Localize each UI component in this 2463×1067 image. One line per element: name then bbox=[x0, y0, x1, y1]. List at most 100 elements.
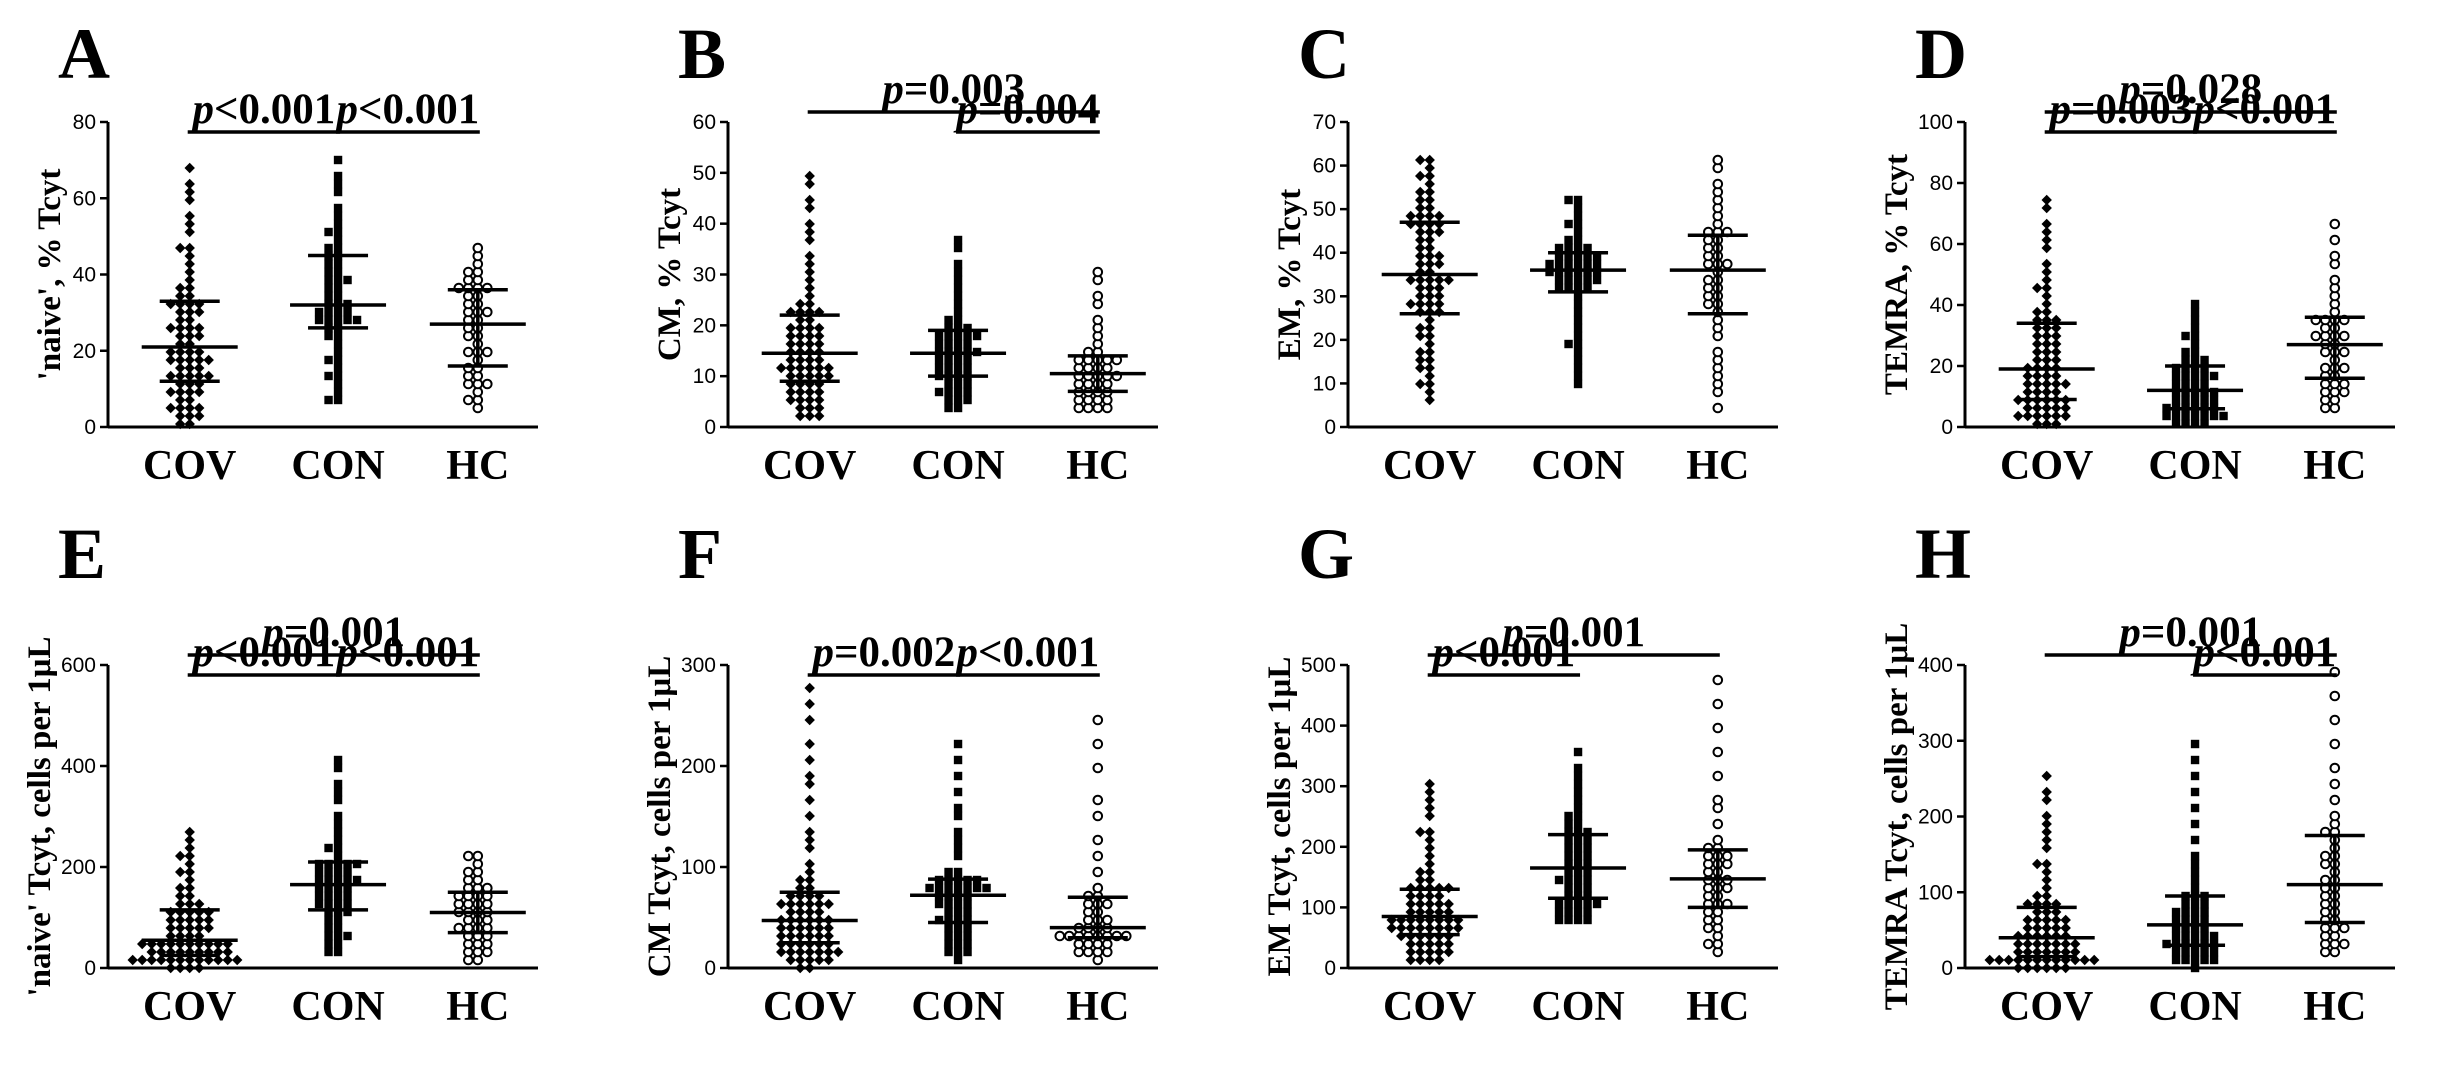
data-point bbox=[333, 763, 343, 773]
data-point bbox=[953, 275, 963, 285]
data-point bbox=[165, 962, 176, 974]
y-tick-label: 100 bbox=[681, 856, 716, 879]
data-point bbox=[1092, 266, 1104, 278]
y-tick-label: 500 bbox=[1301, 654, 1336, 677]
data-point bbox=[1415, 906, 1426, 918]
data-point bbox=[1415, 866, 1426, 878]
data-point bbox=[1424, 154, 1435, 166]
data-point bbox=[2200, 923, 2209, 933]
data-point bbox=[1583, 259, 1592, 269]
data-point bbox=[343, 867, 352, 877]
data-point bbox=[1564, 915, 1573, 925]
data-point bbox=[1415, 258, 1426, 270]
data-point bbox=[2310, 330, 2322, 342]
data-point bbox=[1564, 339, 1573, 349]
data-point bbox=[333, 939, 343, 949]
data-point bbox=[1443, 938, 1454, 950]
x-tick-label: COV bbox=[763, 443, 856, 489]
data-point bbox=[324, 875, 333, 885]
data-point bbox=[1583, 243, 1592, 253]
data-point bbox=[194, 354, 205, 366]
data-point bbox=[934, 915, 944, 925]
data-point bbox=[814, 378, 825, 390]
series-CON bbox=[290, 155, 387, 405]
data-point bbox=[795, 954, 806, 966]
data-point bbox=[814, 386, 825, 398]
data-point bbox=[333, 339, 343, 349]
p-value-label: p<0.001 bbox=[1428, 629, 1575, 676]
data-point bbox=[2329, 794, 2341, 806]
data-point bbox=[2171, 371, 2181, 381]
data-point bbox=[1592, 259, 1602, 269]
data-point bbox=[1424, 194, 1435, 206]
data-point bbox=[1443, 906, 1454, 918]
data-point bbox=[1573, 779, 1583, 789]
data-point bbox=[333, 331, 343, 341]
data-point bbox=[804, 826, 815, 838]
data-point bbox=[1712, 746, 1724, 758]
data-point bbox=[944, 931, 953, 941]
x-tick-label: HC bbox=[2303, 984, 2366, 1030]
data-point bbox=[1573, 763, 1583, 773]
data-point bbox=[1545, 267, 1554, 277]
data-point bbox=[1424, 202, 1435, 214]
data-point bbox=[1583, 851, 1592, 861]
data-point bbox=[463, 394, 474, 406]
data-point bbox=[1583, 875, 1592, 885]
p-symbol: p bbox=[1498, 609, 1524, 656]
data-point bbox=[324, 843, 333, 853]
data-point bbox=[944, 331, 953, 341]
data-point bbox=[2190, 323, 2200, 333]
data-point bbox=[194, 954, 205, 966]
p-value: =0.003 bbox=[2071, 86, 2192, 133]
data-point bbox=[333, 947, 343, 957]
data-point bbox=[963, 323, 972, 333]
data-point bbox=[343, 275, 352, 285]
data-point bbox=[324, 931, 333, 941]
data-point bbox=[343, 875, 352, 885]
data-point bbox=[2171, 955, 2181, 965]
data-point bbox=[1405, 906, 1416, 918]
data-point bbox=[343, 859, 352, 869]
data-point bbox=[1415, 274, 1426, 286]
data-point bbox=[2200, 363, 2209, 373]
data-point bbox=[1573, 291, 1583, 301]
data-point bbox=[2200, 947, 2209, 957]
x-tick-label: COV bbox=[763, 984, 856, 1030]
data-point bbox=[1573, 899, 1583, 909]
data-point bbox=[2329, 714, 2341, 726]
data-point bbox=[1994, 954, 2005, 966]
data-point bbox=[795, 906, 806, 918]
p-symbol: p bbox=[188, 629, 214, 676]
data-point bbox=[184, 178, 195, 190]
data-point bbox=[184, 418, 195, 430]
data-point bbox=[2060, 962, 2071, 974]
data-point bbox=[953, 259, 963, 269]
data-point bbox=[1564, 811, 1573, 821]
data-point bbox=[963, 363, 972, 373]
data-point bbox=[324, 859, 333, 869]
data-point bbox=[1434, 290, 1445, 302]
data-point bbox=[184, 410, 195, 422]
data-point bbox=[2041, 834, 2052, 846]
data-point bbox=[2190, 755, 2200, 765]
data-point bbox=[1424, 810, 1435, 822]
data-point bbox=[1415, 194, 1426, 206]
data-point bbox=[2041, 866, 2052, 878]
data-point bbox=[2051, 962, 2062, 974]
data-point bbox=[2181, 955, 2190, 965]
data-point bbox=[333, 835, 343, 845]
data-point bbox=[2190, 883, 2200, 893]
data-point bbox=[804, 378, 815, 390]
data-point bbox=[1573, 803, 1583, 813]
p-value: =0.004 bbox=[978, 86, 1099, 133]
data-point bbox=[2013, 938, 2024, 950]
data-point bbox=[1424, 842, 1435, 854]
data-point bbox=[194, 370, 205, 382]
data-point bbox=[785, 378, 796, 390]
data-point bbox=[314, 875, 324, 885]
data-point bbox=[795, 946, 806, 958]
x-tick-label: CON bbox=[291, 984, 384, 1030]
series-COV bbox=[1984, 770, 2100, 974]
data-point bbox=[184, 858, 195, 870]
